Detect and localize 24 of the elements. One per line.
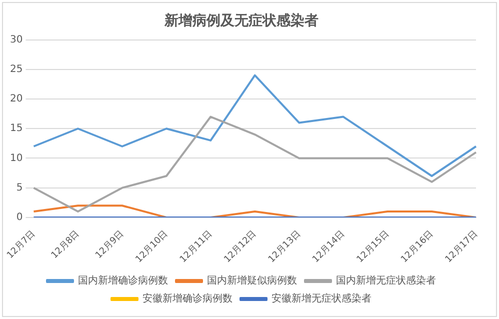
y-tick-label: 25 (10, 64, 23, 75)
y-tick-label: 10 (10, 152, 23, 164)
x-tick-label: 12月13日 (266, 228, 303, 265)
chart-title: 新增病例及无症状感染者 (164, 12, 318, 30)
x-tick-label: 12月8日 (50, 228, 82, 261)
y-tick-label: 5 (16, 182, 23, 194)
x-tick-label: 12月12日 (222, 228, 259, 265)
x-tick-label: 12月9日 (94, 228, 126, 261)
y-tick-label: 0 (16, 212, 23, 224)
x-tick-label: 12月7日 (6, 228, 38, 261)
x-tick-label: 12月16日 (400, 228, 436, 265)
legend-label: 国内新增疑似病例数 (207, 274, 297, 287)
legend-label: 国内新增确诊病例数 (78, 274, 168, 287)
y-tick-label: 20 (10, 94, 23, 105)
x-tick-label: 12月10日 (134, 228, 170, 265)
x-tick-label: 12月17日 (444, 228, 480, 265)
legend-label: 安徽新增无症状感染者 (272, 292, 372, 305)
legend-label: 安徽新增确诊病例数 (142, 292, 232, 305)
x-tick-label: 12月15日 (355, 228, 392, 265)
x-tick-label: 12月11日 (178, 228, 214, 265)
y-tick-label: 30 (10, 34, 23, 46)
legend-label: 国内新增无症状感染者 (336, 274, 436, 287)
x-tick-label: 12月14日 (311, 228, 348, 265)
y-tick-label: 15 (10, 123, 23, 134)
